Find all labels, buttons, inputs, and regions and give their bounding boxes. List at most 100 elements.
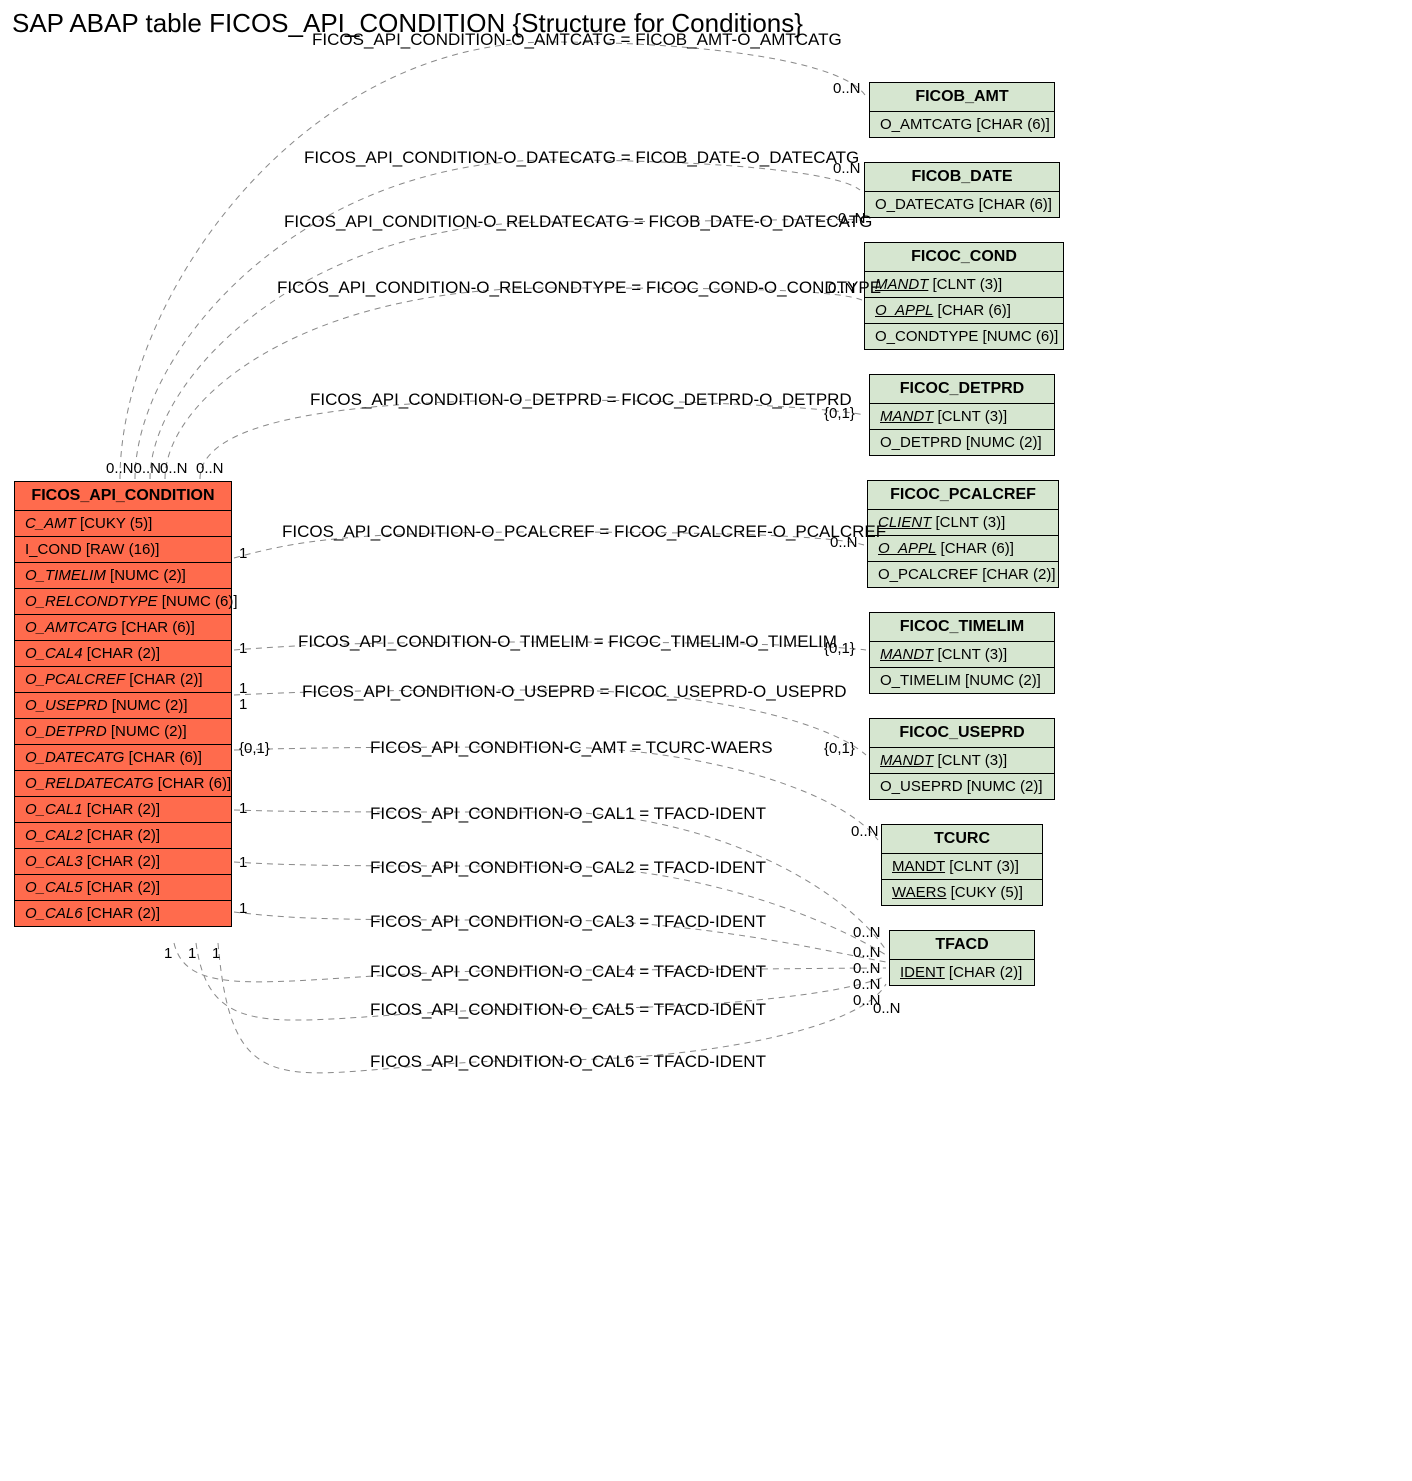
entity-ficob_date: FICOB_DATEO_DATECATG [CHAR (6)]	[864, 162, 1060, 218]
entity-header: FICOB_AMT	[870, 83, 1054, 112]
entity-field: O_CONDTYPE [NUMC (6)]	[865, 324, 1063, 349]
entity-header: FICOC_COND	[865, 243, 1063, 272]
entity-header: FICOC_DETPRD	[870, 375, 1054, 404]
cardinality-label: 0..N	[830, 534, 858, 551]
entity-field: O_PCALCREF [CHAR (2)]	[868, 562, 1058, 587]
cardinality-label: 0..N	[853, 960, 881, 977]
entity-header: TFACD	[890, 931, 1034, 960]
cardinality-label: 0..N0..N	[106, 460, 161, 477]
entity-field: O_CAL2 [CHAR (2)]	[15, 823, 231, 849]
entity-ficoc_cond: FICOC_CONDMANDT [CLNT (3)]O_APPL [CHAR (…	[864, 242, 1064, 350]
entity-field: I_COND [RAW (16)]	[15, 537, 231, 563]
cardinality-label: 1	[239, 900, 247, 917]
relation-label: FICOS_API_CONDITION-O_CAL3 = TFACD-IDENT	[370, 912, 766, 932]
relation-edge	[165, 288, 862, 479]
entity-ficoc_detprd: FICOC_DETPRDMANDT [CLNT (3)]O_DETPRD [NU…	[869, 374, 1055, 456]
cardinality-label: 1	[239, 696, 247, 713]
entity-field: O_APPL [CHAR (6)]	[868, 536, 1058, 562]
entity-field: O_DETPRD [NUMC (2)]	[15, 719, 231, 745]
entity-header: FICOC_TIMELIM	[870, 613, 1054, 642]
relation-label: FICOS_API_CONDITION-O_USEPRD = FICOC_USE…	[302, 682, 847, 702]
cardinality-label: 1	[239, 800, 247, 817]
relation-edge	[120, 42, 865, 479]
entity-field: O_CAL6 [CHAR (2)]	[15, 901, 231, 926]
entity-tcurc: TCURCMANDT [CLNT (3)]WAERS [CUKY (5)]	[881, 824, 1043, 906]
entity-field: MANDT [CLNT (3)]	[882, 854, 1042, 880]
entity-field: IDENT [CHAR (2)]	[890, 960, 1034, 985]
entity-field: O_TIMELIM [NUMC (2)]	[15, 563, 231, 589]
entity-field: O_APPL [CHAR (6)]	[865, 298, 1063, 324]
relation-label: FICOS_API_CONDITION-O_RELDATECATG = FICO…	[284, 212, 872, 232]
relation-edge	[150, 219, 862, 479]
entity-field: WAERS [CUKY (5)]	[882, 880, 1042, 905]
cardinality-label: 0..N	[828, 280, 856, 297]
cardinality-label: 0..N	[160, 460, 188, 477]
entity-field: MANDT [CLNT (3)]	[870, 642, 1054, 668]
entity-field: O_CAL4 [CHAR (2)]	[15, 641, 231, 667]
entity-field: O_CAL1 [CHAR (2)]	[15, 797, 231, 823]
cardinality-label: 0..N	[853, 976, 881, 993]
cardinality-label: 0..N	[851, 823, 879, 840]
entity-field: O_PCALCREF [CHAR (2)]	[15, 667, 231, 693]
cardinality-label: 0..N	[853, 944, 881, 961]
cardinality-label: 0..N	[838, 210, 866, 227]
entity-field: O_AMTCATG [CHAR (6)]	[15, 615, 231, 641]
entity-field: O_CAL5 [CHAR (2)]	[15, 875, 231, 901]
entity-ficoc_pcalcref: FICOC_PCALCREFCLIENT [CLNT (3)]O_APPL [C…	[867, 480, 1059, 588]
cardinality-label: 1	[239, 854, 247, 871]
relation-label: FICOS_API_CONDITION-C_AMT = TCURC-WAERS	[370, 738, 773, 758]
entity-header: FICOS_API_CONDITION	[15, 482, 231, 511]
entity-field: O_TIMELIM [NUMC (2)]	[870, 668, 1054, 693]
entity-field: MANDT [CLNT (3)]	[870, 748, 1054, 774]
cardinality-label: 0..N	[833, 160, 861, 177]
entity-ficoc_useprd: FICOC_USEPRDMANDT [CLNT (3)]O_USEPRD [NU…	[869, 718, 1055, 800]
cardinality-label: 1	[164, 945, 172, 962]
entity-header: FICOC_USEPRD	[870, 719, 1054, 748]
relation-label: FICOS_API_CONDITION-O_CAL1 = TFACD-IDENT	[370, 804, 766, 824]
cardinality-label: 1	[239, 545, 247, 562]
relation-label: FICOS_API_CONDITION-O_CAL6 = TFACD-IDENT	[370, 1052, 766, 1072]
relation-label: FICOS_API_CONDITION-O_TIMELIM = FICOC_TI…	[298, 632, 837, 652]
cardinality-label: 1	[239, 640, 247, 657]
cardinality-label: 1	[239, 680, 247, 697]
cardinality-label: {0,1}	[824, 405, 855, 422]
entity-field: O_DATECATG [CHAR (6)]	[15, 745, 231, 771]
entity-field: O_USEPRD [NUMC (2)]	[870, 774, 1054, 799]
cardinality-label: 0..N	[833, 80, 861, 97]
cardinality-label: 0..N	[873, 1000, 901, 1017]
cardinality-label: 1	[188, 945, 196, 962]
relation-label: FICOS_API_CONDITION-O_PCALCREF = FICOC_P…	[282, 522, 886, 542]
relation-label: FICOS_API_CONDITION-O_CAL5 = TFACD-IDENT	[370, 1000, 766, 1020]
relation-label: FICOS_API_CONDITION-O_CAL2 = TFACD-IDENT	[370, 858, 766, 878]
entity-field: O_USEPRD [NUMC (2)]	[15, 693, 231, 719]
relation-label: FICOS_API_CONDITION-O_DETPRD = FICOC_DET…	[310, 390, 852, 410]
relation-edge	[135, 160, 860, 479]
relation-edge	[234, 747, 878, 840]
relation-label: FICOS_API_CONDITION-O_DATECATG = FICOB_D…	[304, 148, 859, 168]
entity-field: MANDT [CLNT (3)]	[870, 404, 1054, 430]
cardinality-label: 0..N	[853, 924, 881, 941]
entity-field: O_RELDATECATG [CHAR (6)]	[15, 771, 231, 797]
entity-header: TCURC	[882, 825, 1042, 854]
entity-field: O_AMTCATG [CHAR (6)]	[870, 112, 1054, 137]
cardinality-label: {0,1}	[824, 640, 855, 657]
entity-field: O_CAL3 [CHAR (2)]	[15, 849, 231, 875]
relation-label: FICOS_API_CONDITION-O_AMTCATG = FICOB_AM…	[312, 30, 842, 50]
cardinality-label: 1	[212, 945, 220, 962]
entity-ficoc_timelim: FICOC_TIMELIMMANDT [CLNT (3)]O_TIMELIM […	[869, 612, 1055, 694]
entity-header: FICOC_PCALCREF	[868, 481, 1058, 510]
entity-ficob_amt: FICOB_AMTO_AMTCATG [CHAR (6)]	[869, 82, 1055, 138]
cardinality-label: 0..N	[196, 460, 224, 477]
entity-field: O_RELCONDTYPE [NUMC (6)]	[15, 589, 231, 615]
entity-header: FICOB_DATE	[865, 163, 1059, 192]
relation-label: FICOS_API_CONDITION-O_RELCONDTYPE = FICO…	[277, 278, 881, 298]
entity-field: O_DETPRD [NUMC (2)]	[870, 430, 1054, 455]
entity-field: C_AMT [CUKY (5)]	[15, 511, 231, 537]
entity-tfacd: TFACDIDENT [CHAR (2)]	[889, 930, 1035, 986]
entity-main: FICOS_API_CONDITIONC_AMT [CUKY (5)]I_CON…	[14, 481, 232, 927]
cardinality-label: {0,1}	[824, 740, 855, 757]
entity-field: MANDT [CLNT (3)]	[865, 272, 1063, 298]
cardinality-label: {0,1}	[239, 740, 270, 757]
relation-edge	[200, 400, 865, 479]
entity-field: CLIENT [CLNT (3)]	[868, 510, 1058, 536]
